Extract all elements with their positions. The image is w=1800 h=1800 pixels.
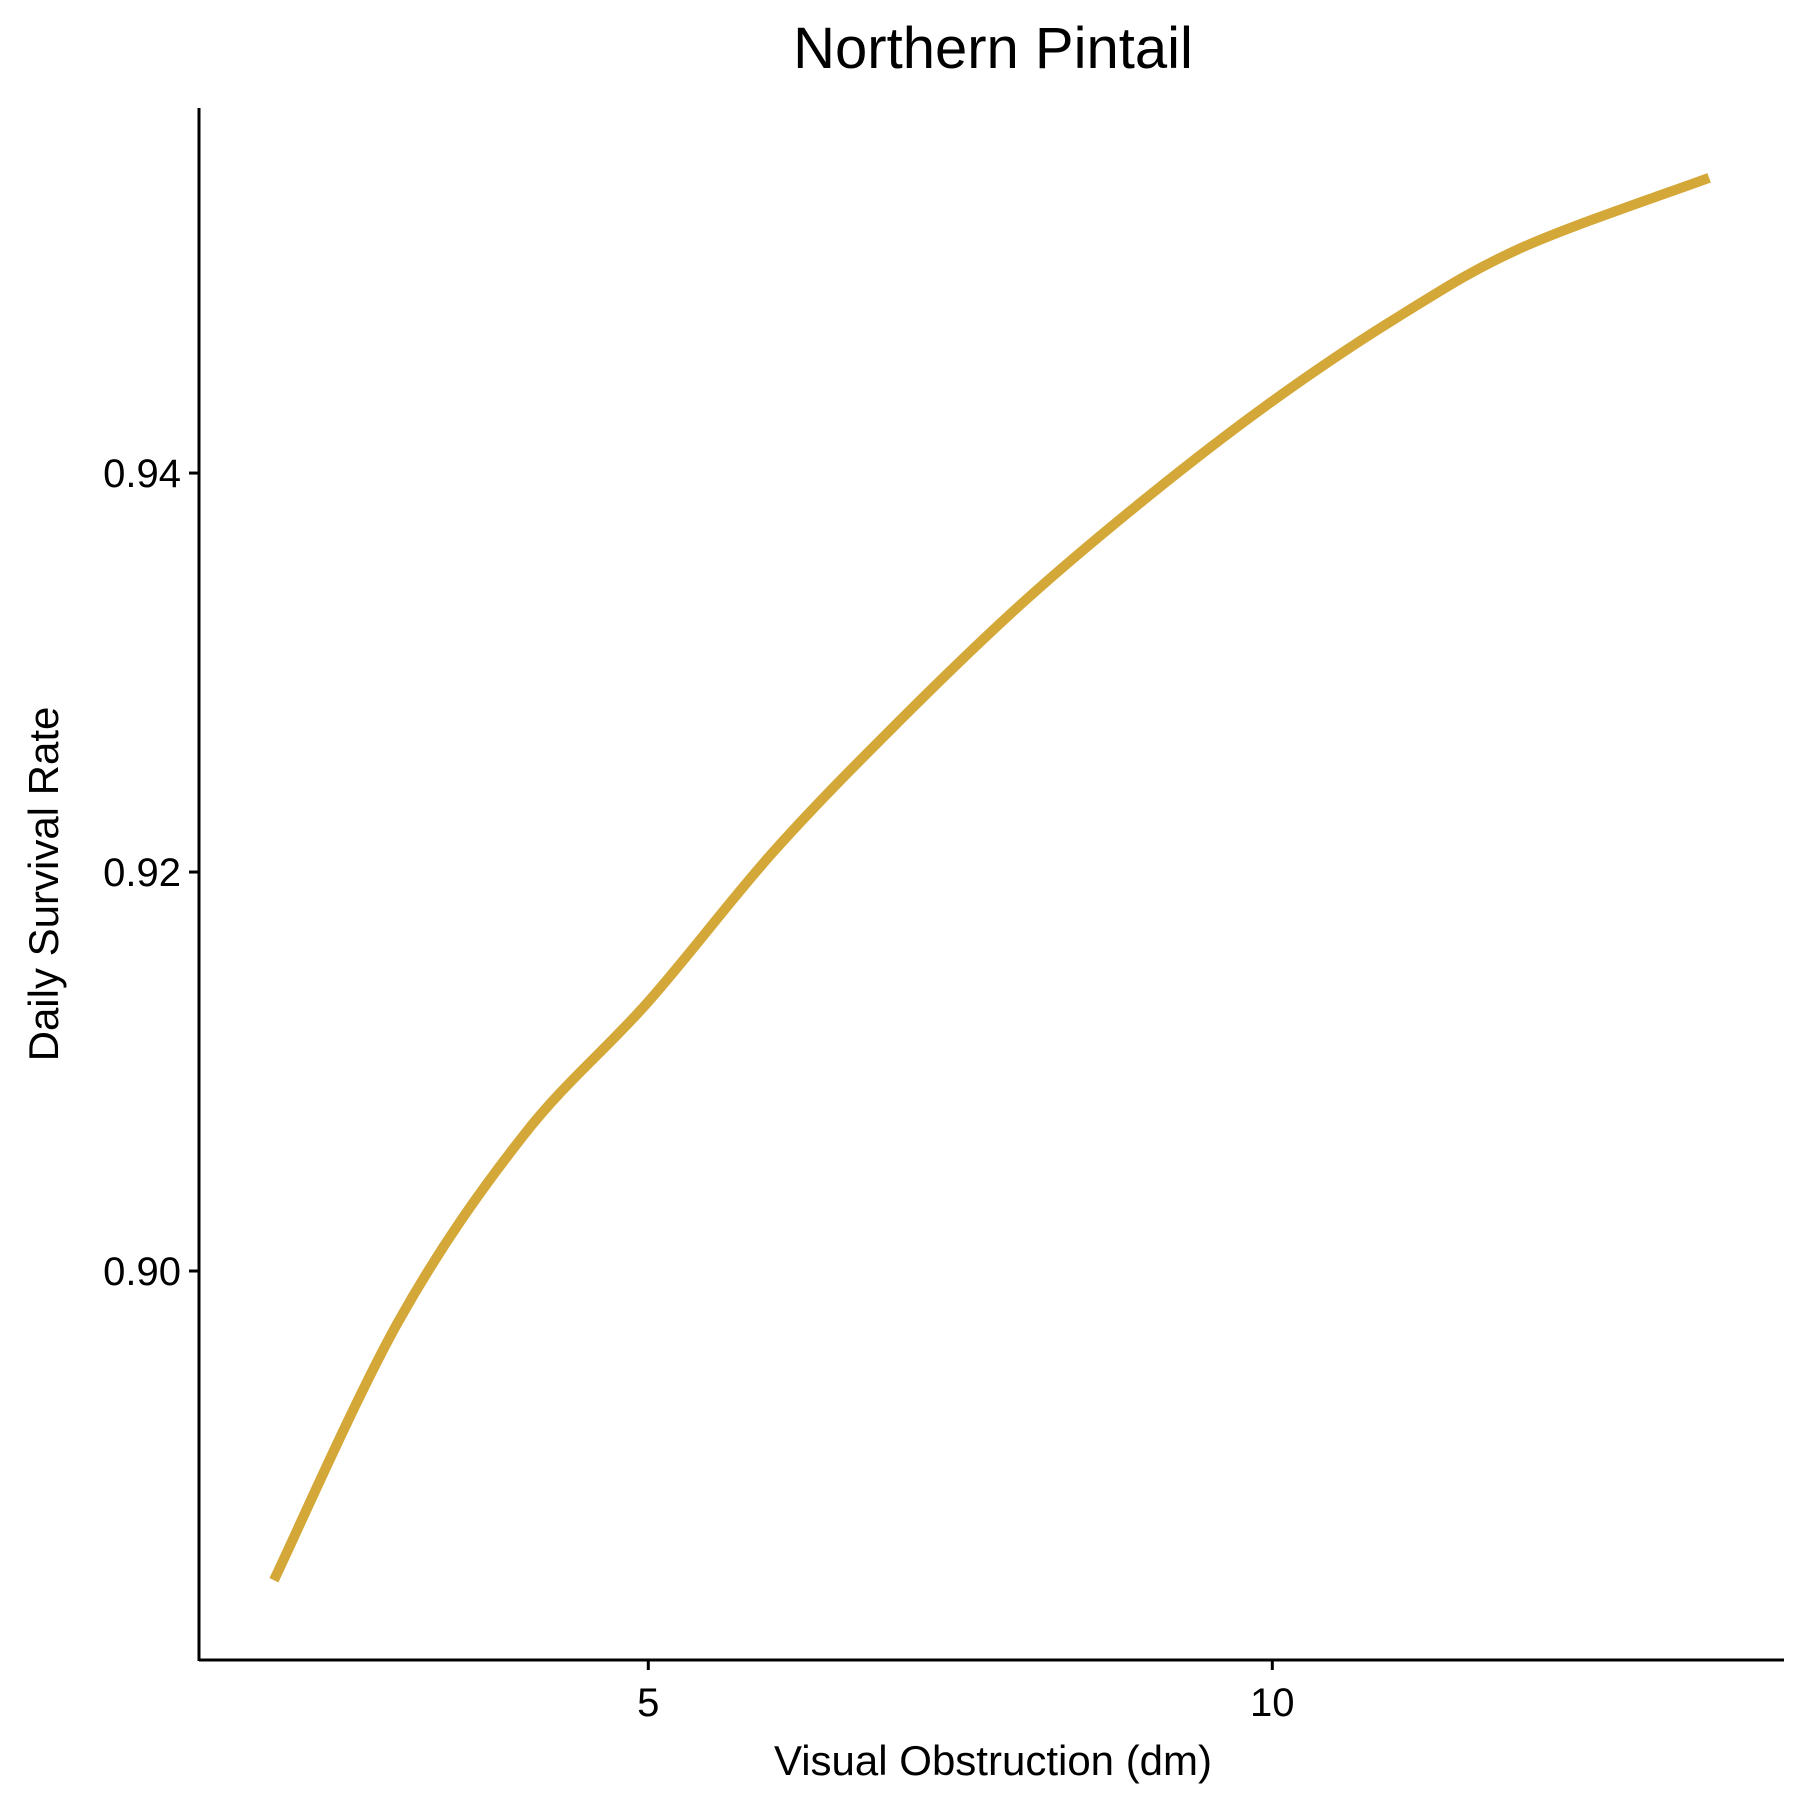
x-ticks: 5 10 <box>637 1660 1295 1725</box>
y-tick-label: 0.94 <box>103 452 181 496</box>
y-tick-label: 0.92 <box>103 851 181 895</box>
x-axis-label: Visual Obstruction (dm) <box>774 1737 1212 1784</box>
y-ticks: 0.90 0.92 0.94 <box>103 452 199 1294</box>
series-line <box>269 173 1711 1583</box>
x-tick-label: 10 <box>1250 1681 1295 1725</box>
x-tick-label: 5 <box>637 1681 659 1725</box>
y-axis-label: Daily Survival Rate <box>20 707 67 1062</box>
y-tick-label: 0.90 <box>103 1250 181 1294</box>
chart-title: Northern Pintail <box>793 16 1193 81</box>
